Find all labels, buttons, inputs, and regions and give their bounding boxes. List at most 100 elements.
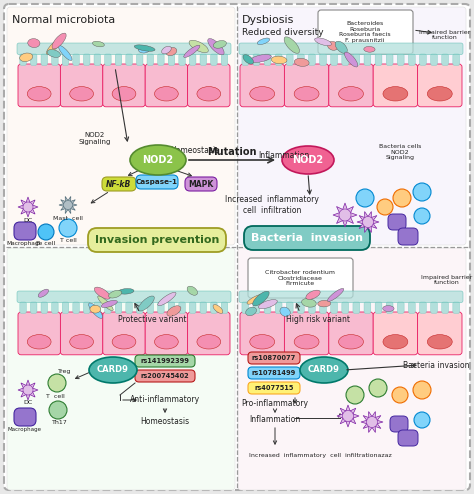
FancyBboxPatch shape bbox=[20, 54, 27, 66]
FancyBboxPatch shape bbox=[210, 302, 217, 314]
FancyBboxPatch shape bbox=[30, 302, 37, 314]
FancyBboxPatch shape bbox=[453, 54, 460, 66]
FancyBboxPatch shape bbox=[135, 355, 195, 367]
FancyBboxPatch shape bbox=[17, 43, 231, 55]
Circle shape bbox=[392, 387, 408, 403]
Ellipse shape bbox=[38, 289, 49, 297]
Ellipse shape bbox=[213, 41, 227, 48]
Ellipse shape bbox=[383, 306, 394, 312]
FancyBboxPatch shape bbox=[239, 43, 463, 55]
FancyBboxPatch shape bbox=[14, 408, 36, 426]
FancyBboxPatch shape bbox=[253, 54, 260, 66]
Ellipse shape bbox=[118, 288, 134, 294]
FancyBboxPatch shape bbox=[190, 302, 196, 314]
Text: Homeostasis: Homeostasis bbox=[140, 417, 190, 426]
FancyBboxPatch shape bbox=[431, 54, 438, 66]
Ellipse shape bbox=[189, 40, 209, 53]
FancyBboxPatch shape bbox=[126, 54, 132, 66]
FancyBboxPatch shape bbox=[137, 54, 143, 66]
FancyBboxPatch shape bbox=[286, 54, 293, 66]
Ellipse shape bbox=[315, 38, 331, 45]
Ellipse shape bbox=[158, 292, 176, 306]
FancyBboxPatch shape bbox=[442, 54, 448, 66]
Polygon shape bbox=[337, 405, 359, 427]
FancyBboxPatch shape bbox=[137, 302, 143, 314]
Polygon shape bbox=[361, 412, 383, 432]
FancyBboxPatch shape bbox=[248, 367, 300, 379]
FancyBboxPatch shape bbox=[18, 312, 60, 355]
FancyBboxPatch shape bbox=[168, 302, 175, 314]
FancyBboxPatch shape bbox=[41, 302, 47, 314]
Ellipse shape bbox=[166, 47, 177, 56]
FancyBboxPatch shape bbox=[179, 302, 185, 314]
Text: T  cell: T cell bbox=[46, 395, 64, 400]
Ellipse shape bbox=[27, 86, 51, 101]
Text: B  cell: B cell bbox=[36, 241, 55, 246]
Text: Caspase-1: Caspase-1 bbox=[136, 179, 178, 185]
FancyBboxPatch shape bbox=[375, 54, 382, 66]
Ellipse shape bbox=[130, 145, 186, 175]
FancyBboxPatch shape bbox=[431, 302, 438, 314]
FancyBboxPatch shape bbox=[419, 302, 426, 314]
Text: T cell: T cell bbox=[60, 238, 76, 243]
FancyBboxPatch shape bbox=[342, 302, 348, 314]
FancyBboxPatch shape bbox=[275, 302, 282, 314]
FancyBboxPatch shape bbox=[331, 54, 337, 66]
FancyBboxPatch shape bbox=[179, 54, 185, 66]
Ellipse shape bbox=[70, 334, 93, 349]
Ellipse shape bbox=[28, 39, 40, 47]
Ellipse shape bbox=[335, 41, 347, 53]
Ellipse shape bbox=[282, 146, 334, 174]
Ellipse shape bbox=[112, 334, 136, 349]
Text: Mutation: Mutation bbox=[207, 147, 257, 157]
FancyBboxPatch shape bbox=[200, 302, 207, 314]
Circle shape bbox=[38, 224, 54, 240]
FancyBboxPatch shape bbox=[418, 64, 462, 107]
Ellipse shape bbox=[253, 291, 269, 306]
FancyBboxPatch shape bbox=[319, 54, 327, 66]
Circle shape bbox=[413, 183, 431, 201]
Ellipse shape bbox=[94, 287, 110, 299]
Ellipse shape bbox=[258, 299, 277, 309]
FancyBboxPatch shape bbox=[397, 302, 404, 314]
FancyBboxPatch shape bbox=[353, 54, 360, 66]
Text: Homeostasis: Homeostasis bbox=[171, 146, 219, 155]
Ellipse shape bbox=[184, 45, 200, 57]
Text: rs4077515: rs4077515 bbox=[255, 385, 294, 391]
FancyBboxPatch shape bbox=[147, 54, 154, 66]
Circle shape bbox=[23, 385, 33, 395]
FancyBboxPatch shape bbox=[210, 54, 217, 66]
Text: NOD2: NOD2 bbox=[143, 155, 173, 165]
FancyBboxPatch shape bbox=[342, 54, 348, 66]
FancyBboxPatch shape bbox=[94, 302, 100, 314]
Circle shape bbox=[393, 189, 411, 207]
FancyBboxPatch shape bbox=[17, 291, 231, 303]
Text: Th17: Th17 bbox=[52, 420, 68, 425]
Text: rs200745402: rs200745402 bbox=[141, 373, 190, 379]
Ellipse shape bbox=[306, 290, 320, 299]
Circle shape bbox=[346, 386, 364, 404]
FancyBboxPatch shape bbox=[242, 54, 249, 66]
FancyBboxPatch shape bbox=[331, 302, 337, 314]
Text: Dysbiosis: Dysbiosis bbox=[242, 15, 294, 25]
FancyBboxPatch shape bbox=[398, 228, 418, 245]
Circle shape bbox=[23, 202, 33, 212]
FancyBboxPatch shape bbox=[397, 54, 404, 66]
Text: Bacteria  invasion: Bacteria invasion bbox=[251, 233, 363, 243]
Ellipse shape bbox=[383, 86, 408, 101]
Ellipse shape bbox=[59, 45, 72, 61]
FancyBboxPatch shape bbox=[168, 54, 175, 66]
FancyBboxPatch shape bbox=[373, 312, 418, 355]
Ellipse shape bbox=[167, 306, 181, 316]
FancyBboxPatch shape bbox=[126, 302, 132, 314]
Circle shape bbox=[343, 411, 354, 421]
Ellipse shape bbox=[271, 56, 287, 64]
FancyBboxPatch shape bbox=[244, 226, 370, 250]
Ellipse shape bbox=[138, 296, 155, 311]
Text: Bacteroides
Roseburia
Roseburia faecis
F. prausnitzii: Bacteroides Roseburia Roseburia faecis F… bbox=[339, 21, 391, 43]
Text: High risk variant: High risk variant bbox=[286, 316, 350, 325]
Ellipse shape bbox=[243, 55, 254, 64]
Ellipse shape bbox=[101, 300, 118, 307]
FancyBboxPatch shape bbox=[298, 302, 304, 314]
Polygon shape bbox=[18, 380, 38, 400]
